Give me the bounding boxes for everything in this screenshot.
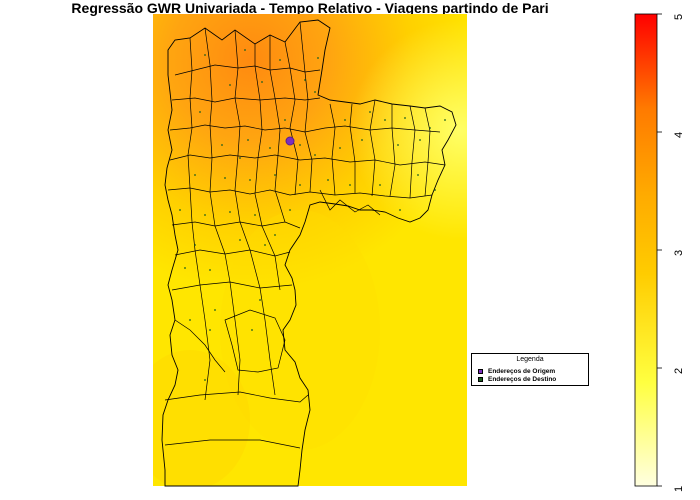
legend-item-destination: Endereços de Destino: [478, 376, 556, 383]
destination-points: [179, 49, 446, 381]
color-scale-ticks: [657, 13, 662, 487]
legend-swatch-origin: [478, 369, 483, 374]
origin-marker: [285, 136, 295, 146]
city-boundary: [161, 19, 457, 487]
scale-tick-label: 3: [673, 249, 685, 256]
color-scale-bar: [634, 13, 658, 487]
legend-label-destination: Endereços de Destino: [488, 376, 557, 383]
legend-label-origin: Endereços de Origem: [488, 368, 556, 375]
chart-title: Regressão GWR Univariada - Tempo Relativ…: [71, 0, 549, 16]
scale-tick-label: 4: [673, 131, 685, 138]
scale-tick-label: 5: [673, 13, 685, 20]
legend-title: Legenda: [516, 356, 544, 363]
district-boundaries: [164, 21, 446, 449]
scale-tick-label: 2: [673, 367, 685, 374]
raster-surface: [153, 14, 467, 486]
scale-tick-label: 1: [673, 485, 685, 492]
legend-swatch-destination: [478, 377, 483, 382]
legend: Legenda Endereços de Origem Endereços de…: [471, 353, 589, 386]
legend-item-origin: Endereços de Origem: [478, 368, 555, 375]
